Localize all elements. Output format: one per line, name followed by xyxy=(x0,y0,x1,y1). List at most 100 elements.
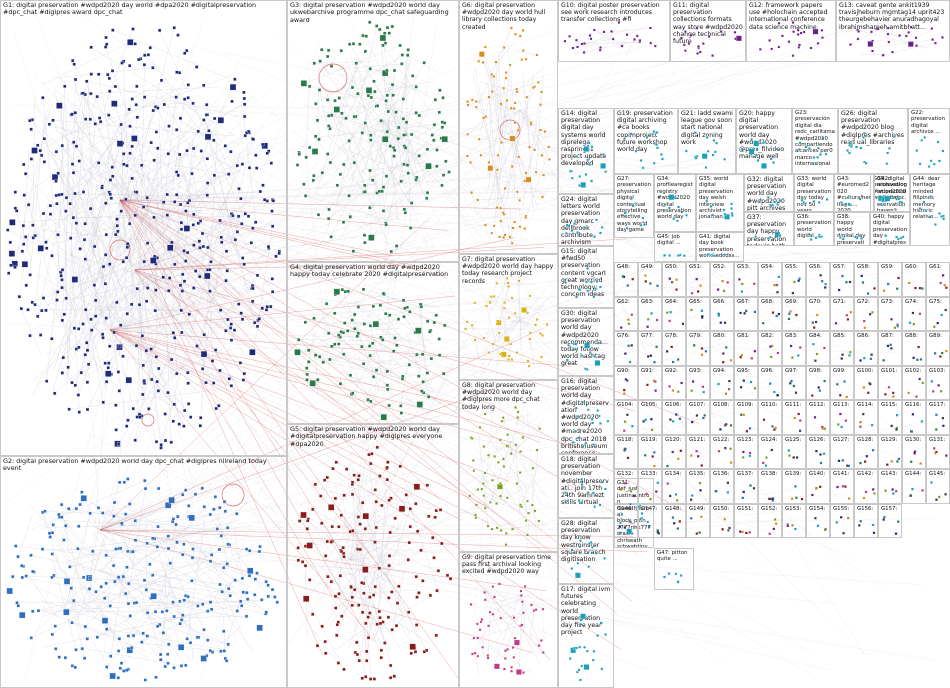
graph-edge xyxy=(314,526,411,635)
graph-node xyxy=(626,413,629,416)
group-box-g90: G90: xyxy=(614,365,638,400)
graph-edge xyxy=(519,91,542,224)
group-label: G58: xyxy=(857,264,870,270)
graph-node xyxy=(143,53,147,57)
graph-node xyxy=(679,449,682,452)
graph-node xyxy=(663,203,667,207)
graph-edge xyxy=(338,63,402,70)
graph-node xyxy=(510,165,514,168)
graph-edge xyxy=(84,27,175,377)
graph-node xyxy=(495,526,499,530)
group-box-g127: G127: xyxy=(830,434,854,469)
graph-node xyxy=(522,611,525,615)
graph-node xyxy=(97,116,102,120)
graph-node xyxy=(918,312,921,315)
graph-node xyxy=(723,253,726,257)
graph-edge xyxy=(339,467,388,530)
graph-node xyxy=(246,129,251,134)
graph-node xyxy=(378,27,382,32)
graph-node xyxy=(693,344,696,347)
graph-node xyxy=(387,31,391,35)
graph-node xyxy=(722,361,725,364)
graph-edge xyxy=(213,509,241,573)
graph-edge xyxy=(482,647,484,658)
graph-node xyxy=(107,113,111,117)
graph-node xyxy=(594,551,598,555)
graph-node xyxy=(60,143,64,148)
graph-node xyxy=(695,414,698,417)
graph-node xyxy=(183,225,191,232)
graph-node xyxy=(384,222,388,227)
graph-node xyxy=(901,235,905,239)
graph-node xyxy=(519,589,523,593)
graph-node xyxy=(130,97,134,101)
graph-edge xyxy=(367,331,429,398)
graph-node xyxy=(166,534,170,538)
graph-node xyxy=(437,353,442,357)
graph-node xyxy=(674,493,678,496)
graph-edge xyxy=(380,130,444,176)
graph-node xyxy=(51,523,55,527)
graph-node xyxy=(368,67,372,71)
graph-edge xyxy=(52,558,77,650)
graph-edge xyxy=(136,162,150,418)
graph-node xyxy=(229,338,234,342)
group-label: G78: xyxy=(665,333,678,339)
graph-node xyxy=(353,327,357,331)
graph-edge xyxy=(519,109,784,383)
graph-node xyxy=(344,116,348,120)
graph-node xyxy=(895,197,899,201)
graph-node xyxy=(729,424,733,427)
graph-node xyxy=(887,282,890,286)
group-box-g116: G116: xyxy=(902,400,926,435)
graph-node xyxy=(884,195,891,202)
graph-node xyxy=(492,295,496,298)
graph-edge xyxy=(365,122,410,204)
graph-node xyxy=(896,287,899,290)
graph-edge xyxy=(363,289,422,308)
graph-node xyxy=(97,161,101,165)
graph-node xyxy=(674,572,678,576)
group-label: G70: xyxy=(809,298,822,305)
graph-node xyxy=(574,406,578,410)
graph-node xyxy=(172,26,176,30)
graph-edge xyxy=(65,154,189,212)
graph-node xyxy=(673,522,676,525)
graph-edge xyxy=(304,594,345,670)
graph-node xyxy=(649,26,652,30)
graph-edge xyxy=(84,105,160,240)
graph-node xyxy=(168,496,175,504)
graph-node xyxy=(200,655,207,662)
graph-node xyxy=(103,361,107,365)
graph-node xyxy=(379,34,387,42)
group-label: G109: xyxy=(737,402,754,408)
graph-node xyxy=(649,41,653,45)
graph-edge xyxy=(109,283,720,331)
graph-edge-red xyxy=(119,199,449,231)
graph-node xyxy=(385,93,389,98)
graph-node xyxy=(933,447,936,450)
graph-node xyxy=(513,636,517,640)
graph-node xyxy=(31,223,35,227)
graph-node xyxy=(908,321,912,324)
graph-edge xyxy=(85,505,209,627)
group-box-g15: G15: digital #fwd50 preservation content… xyxy=(558,246,614,308)
graph-node xyxy=(574,347,577,351)
graph-node xyxy=(212,381,216,385)
graph-node xyxy=(124,591,128,596)
graph-edge xyxy=(45,132,128,311)
graph-edge xyxy=(349,559,650,632)
graph-node xyxy=(629,132,633,136)
graph-node xyxy=(378,303,383,307)
graph-node xyxy=(774,426,777,429)
graph-node xyxy=(242,96,246,101)
graph-edge xyxy=(62,520,122,524)
graph-node xyxy=(392,154,396,158)
graph-node xyxy=(504,76,508,80)
graph-edge-red xyxy=(119,199,685,512)
graph-node xyxy=(939,281,942,285)
graph-node xyxy=(700,464,703,467)
graph-edge xyxy=(490,30,524,73)
graph-node xyxy=(179,308,183,313)
graph-node xyxy=(573,646,576,650)
